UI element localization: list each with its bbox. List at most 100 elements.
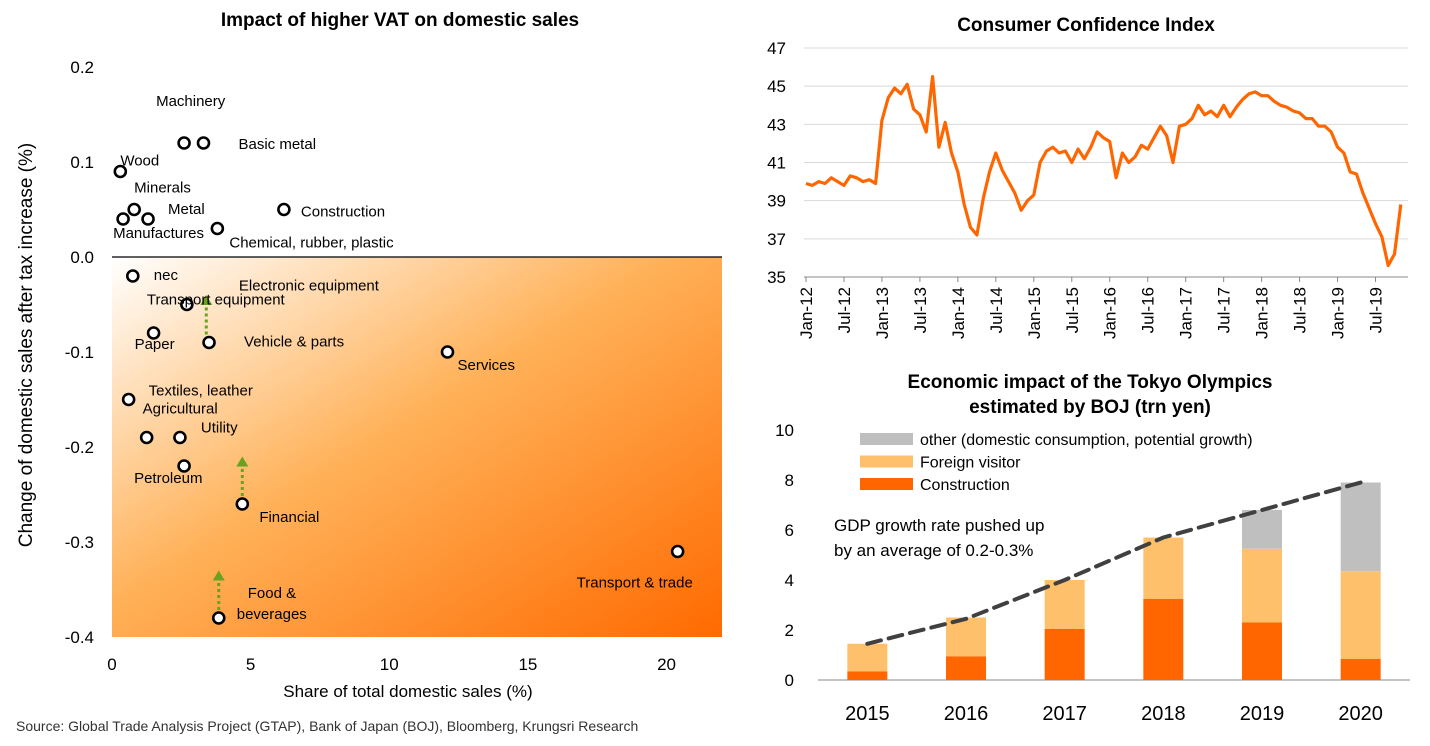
olympics-bar-construction	[1143, 598, 1184, 680]
vat-label-transport-equipment: Transport equipment	[147, 292, 286, 309]
olympics-y-tick-label: 0	[785, 671, 794, 690]
cci-y-tick-label: 35	[767, 268, 786, 287]
cci-x-tick-label: Jul-14	[987, 287, 1006, 333]
vat-y-tick-label: -0.2	[65, 438, 94, 457]
vat-y-tick-label: -0.1	[65, 343, 94, 362]
vat-point-transport-equipment	[180, 297, 194, 312]
vat-label-services: Services	[458, 357, 516, 374]
vat-label-wood: Wood	[120, 153, 159, 170]
vat-point-manufactures	[116, 212, 130, 226]
olympics-x-ticks: 2015 2016 2017 2018 2019 2020	[845, 703, 1383, 725]
vat-label-chemical-rubber-plastic: Chemical, rubber, plastic	[229, 235, 394, 252]
vat-label-paper: Paper	[135, 336, 175, 353]
olympics-x-tick-label: 2019	[1240, 703, 1285, 725]
olympics-annotation-line1: GDP growth rate pushed up	[834, 516, 1044, 535]
consumer-confidence-chart: Consumer Confidence Index 47 45 43 41 39 37 35…	[767, 15, 1408, 339]
cci-x-ticks: Jan-12 Jul-12 Jan-13 Jul-13 Jan-14 Jul-14 Jan-…	[797, 277, 1386, 339]
olympics-y-ticks: 10 8 6 4 2 0	[775, 421, 794, 690]
olympics-legend-label-construction: Construction	[920, 477, 1010, 494]
olympics-x-tick-label: 2018	[1141, 703, 1186, 725]
vat-point-transport-trade	[670, 544, 685, 559]
olympics-legend-label-foreign-visitor: Foreign visitor	[920, 455, 1021, 472]
olympics-trend-line	[865, 480, 1363, 646]
olympics-bar-construction	[1044, 628, 1085, 680]
olympics-bar-foreign-visitor	[1242, 548, 1282, 623]
vat-label-line: beverages	[237, 606, 307, 623]
vat-label-transport-trade: Transport & trade	[577, 575, 693, 592]
olympics-bar-foreign-visitor	[1044, 580, 1085, 629]
vat-point-nec	[125, 269, 140, 283]
cci-x-tick-label: Jul-19	[1367, 287, 1386, 333]
olympics-bar-other-domestic-consumption-potential-growth	[1340, 482, 1381, 572]
olympics-bar-construction	[1340, 658, 1381, 680]
olympics-bars	[847, 482, 1381, 680]
vat-points	[113, 136, 685, 625]
cci-series-line	[805, 75, 1403, 268]
cci-y-ticks: 47 45 43 41 39 37 35	[767, 39, 786, 287]
vat-label-petroleum: Petroleum	[134, 470, 202, 487]
cci-x-tick-label: Jan-17	[1177, 287, 1196, 339]
vat-y-tick-label: 0.1	[70, 153, 94, 172]
olympics-legend-swatch-construction	[860, 478, 913, 490]
vat-point-labels: Machinery Basic metal Wood Minerals Metal Man…	[113, 93, 693, 623]
vat-point-minerals	[127, 202, 141, 217]
olympics-x-tick-label: 2020	[1338, 703, 1383, 725]
vat-y-tick-label: -0.3	[65, 533, 94, 552]
vat-x-tick-label: 0	[107, 655, 116, 674]
vat-point-textiles-leather	[121, 392, 136, 407]
cci-y-tick-label: 45	[767, 77, 786, 96]
cci-y-tick-label: 41	[767, 154, 786, 173]
vat-point-metal	[141, 212, 155, 226]
vat-label-textiles-leather: Textiles, leather	[149, 383, 253, 400]
source-note: Source: Global Trade Analysis Project (G…	[16, 718, 638, 734]
vat-point-utility	[173, 430, 187, 445]
olympics-x-tick-label: 2016	[944, 703, 989, 725]
vat-label-financial: Financial	[259, 509, 319, 526]
olympics-bar-foreign-visitor	[847, 643, 888, 672]
vat-point-agricultural	[139, 430, 154, 445]
vat-arrow-head	[200, 295, 213, 305]
vat-point-petroleum	[177, 459, 191, 473]
vat-point-chemical-rubber-plastic	[210, 221, 225, 236]
vat-y-tick-label: 0.2	[70, 58, 94, 77]
olympics-x-tick-label: 2015	[845, 703, 890, 725]
vat-x-tick-label: 20	[657, 655, 676, 674]
olympics-chart-title-line1: Economic impact of the Tokyo Olympics	[908, 372, 1273, 393]
cci-x-tick-label: Jul-12	[835, 287, 854, 333]
cci-x-tick-label: Jan-14	[949, 287, 968, 339]
olympics-bar-construction	[847, 671, 888, 680]
cci-x-tick-label: Jan-18	[1253, 287, 1272, 339]
vat-label-basic-metal: Basic metal	[239, 136, 317, 153]
olympics-chart-title-line2: estimated by BOJ (trn yen)	[969, 397, 1211, 418]
vat-arrow-head	[236, 456, 249, 467]
vat-x-tick-label: 10	[380, 655, 399, 674]
vat-label-metal: Metal	[168, 201, 205, 218]
olympics-bar-construction	[946, 656, 986, 680]
olympics-y-tick-label: 6	[785, 521, 794, 540]
cci-x-tick-label: Jan-12	[797, 287, 816, 339]
vat-arrows	[200, 295, 249, 610]
vat-arrow-head	[212, 570, 225, 581]
vat-point-wood	[113, 164, 128, 179]
vat-y-ticks: 0.2 0.1 0.0 -0.1 -0.2 -0.3 -0.4	[65, 58, 94, 647]
vat-label-line: Food &	[248, 585, 296, 602]
olympics-legend-label-other-domestic-consumption-potential-growth: other (domestic consumption, potential g…	[920, 432, 1253, 449]
olympics-bar-foreign-visitor	[1143, 537, 1184, 599]
olympics-x-tick-label: 2017	[1042, 703, 1087, 725]
olympics-y-tick-label: 10	[775, 421, 794, 440]
cci-chart-title: Consumer Confidence Index	[957, 15, 1215, 36]
cci-y-tick-label: 43	[767, 115, 786, 134]
vat-label-electronic-equipment: Electronic equipment	[239, 278, 380, 295]
vat-x-axis-label: Share of total domestic sales (%)	[283, 682, 532, 701]
vat-chart-title: Impact of higher VAT on domestic sales	[221, 10, 579, 31]
cci-x-tick-label: Jul-15	[1063, 287, 1082, 333]
cci-y-tick-label: 39	[767, 192, 786, 211]
vat-label-construction: Construction	[301, 204, 385, 221]
vat-y-tick-label: 0.0	[70, 248, 94, 267]
cci-gridlines	[804, 47, 1408, 240]
cci-y-tick-label: 47	[767, 39, 786, 58]
vat-label-manufactures: Manufactures	[113, 225, 204, 242]
vat-label-food-beverages: Food & beverages	[237, 585, 307, 623]
olympics-bar-other-domestic-consumption-potential-growth	[1242, 510, 1282, 549]
